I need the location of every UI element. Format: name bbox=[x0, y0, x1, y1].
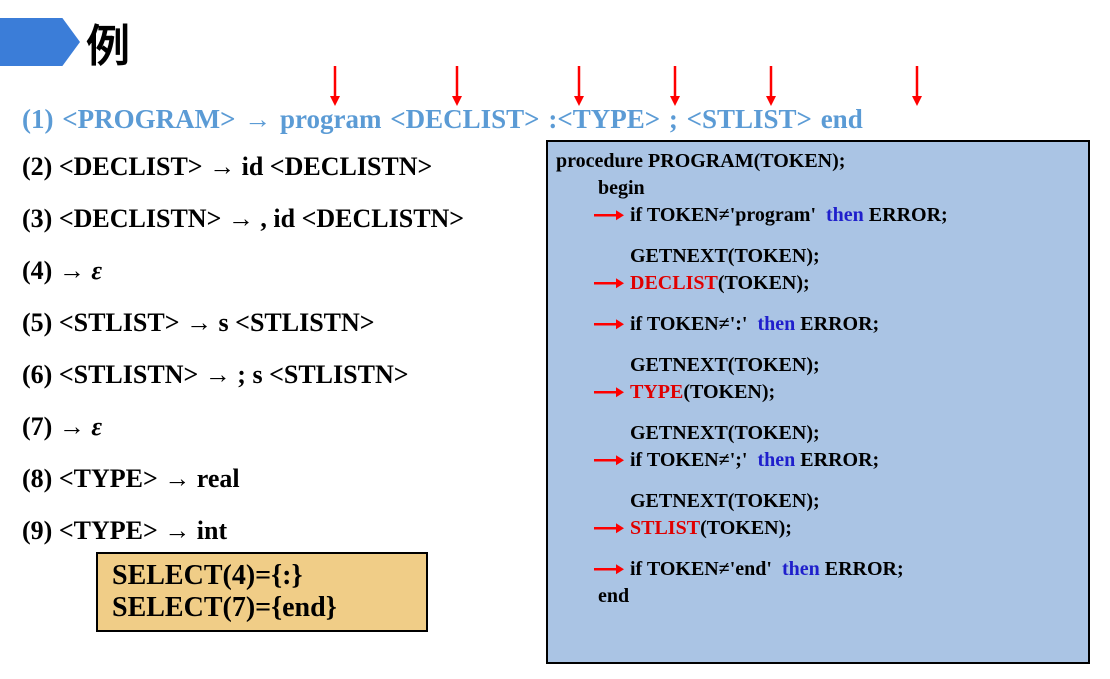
rule1-t1: program bbox=[280, 104, 390, 134]
code-l2: begin bbox=[556, 175, 1080, 202]
code-l3-then: then bbox=[826, 204, 864, 226]
rule-7: (7) → ε bbox=[22, 412, 464, 442]
rule-9: (9) <TYPE> → int bbox=[22, 516, 464, 546]
code-l1: procedure PROGRAM(TOKEN); bbox=[556, 148, 1080, 175]
grammar-rules: (2) <DECLIST> → id <DECLISTN> (3) <DECLI… bbox=[22, 152, 464, 568]
rule-4: (4) → ε bbox=[22, 256, 464, 286]
rule1-t2: : bbox=[548, 104, 557, 134]
code-l6: if TOKEN≠':' then ERROR; bbox=[556, 311, 1080, 338]
rule1-prefix: (1) bbox=[22, 104, 62, 134]
title-text: 例 bbox=[86, 10, 130, 74]
rule-8: (8) <TYPE> → real bbox=[22, 464, 464, 494]
code-l11: GETNEXT(TOKEN); bbox=[556, 488, 1080, 515]
down-arrow-icon bbox=[572, 66, 586, 106]
select-box: SELECT(4)={:} SELECT(7)={end} bbox=[96, 552, 428, 632]
rule1-nt2: <TYPE> bbox=[557, 104, 669, 134]
code-l13-b: ERROR; bbox=[820, 558, 904, 580]
code-l5-b: (TOKEN); bbox=[718, 272, 810, 294]
rule1-t3: ; bbox=[669, 104, 687, 134]
rule-7-text: (7) → ε bbox=[22, 412, 102, 441]
rule1-nt3: <STLIST> bbox=[687, 104, 821, 134]
select-line-2: SELECT(7)={end} bbox=[112, 592, 412, 624]
code-l9: GETNEXT(TOKEN); bbox=[556, 420, 1080, 447]
code-l12: STLIST(TOKEN); bbox=[556, 515, 1080, 542]
code-l13-then: then bbox=[782, 558, 820, 580]
arrow-icon bbox=[594, 317, 624, 331]
code-l14: end bbox=[556, 583, 1080, 610]
rule1-t4: end bbox=[821, 104, 863, 134]
arrow-icon bbox=[594, 208, 624, 222]
code-l7: GETNEXT(TOKEN); bbox=[556, 352, 1080, 379]
code-l12-a: STLIST bbox=[630, 517, 700, 539]
down-arrow-icon bbox=[328, 66, 342, 106]
down-arrow-icon bbox=[450, 66, 464, 106]
code-l6-a: if TOKEN≠':' bbox=[630, 313, 757, 335]
code-l4: GETNEXT(TOKEN); bbox=[556, 243, 1080, 270]
arrow-icon bbox=[594, 453, 624, 467]
arrow-icon bbox=[594, 385, 624, 399]
rule-3: (3) <DECLISTN> → , id <DECLISTN> bbox=[22, 204, 464, 234]
code-l10-then: then bbox=[757, 449, 795, 471]
code-l13: if TOKEN≠'end' then ERROR; bbox=[556, 556, 1080, 583]
code-l10-b: ERROR; bbox=[795, 449, 879, 471]
code-l6-b: ERROR; bbox=[795, 313, 879, 335]
down-arrow-icon bbox=[910, 66, 924, 106]
rule-5: (5) <STLIST> → s <STLISTN> bbox=[22, 308, 464, 338]
title-bar: 例 bbox=[0, 10, 130, 74]
arrow-icon bbox=[594, 521, 624, 535]
arrow-icon bbox=[594, 562, 624, 576]
code-l13-a: if TOKEN≠'end' bbox=[630, 558, 782, 580]
code-l6-then: then bbox=[757, 313, 795, 335]
code-box: procedure PROGRAM(TOKEN); begin if TOKEN… bbox=[546, 140, 1090, 664]
code-l12-b: (TOKEN); bbox=[700, 517, 792, 539]
code-l8-b: (TOKEN); bbox=[683, 381, 775, 403]
down-arrow-icon bbox=[668, 66, 682, 106]
arrow-icon bbox=[594, 276, 624, 290]
code-l3-b: ERROR; bbox=[864, 204, 948, 226]
rule1-nt1: <DECLIST> bbox=[390, 104, 548, 134]
code-l3: if TOKEN≠'program' then ERROR; bbox=[556, 202, 1080, 229]
rule1-lhs: <PROGRAM> bbox=[62, 104, 235, 134]
rule-2: (2) <DECLIST> → id <DECLISTN> bbox=[22, 152, 464, 182]
rule-4-text: (4) → ε bbox=[22, 256, 102, 285]
code-l3-a: if TOKEN≠'program' bbox=[630, 204, 826, 226]
rule1-arrow: → bbox=[235, 104, 280, 134]
code-l5: DECLIST(TOKEN); bbox=[556, 270, 1080, 297]
code-l8-a: TYPE bbox=[630, 381, 683, 403]
rule-1: (1) <PROGRAM> → program <DECLIST> :<TYPE… bbox=[22, 104, 1092, 135]
code-l5-a: DECLIST bbox=[630, 272, 718, 294]
title-arrow-shape bbox=[0, 18, 80, 66]
rule-6: (6) <STLISTN> → ; s <STLISTN> bbox=[22, 360, 464, 390]
code-l10-a: if TOKEN≠';' bbox=[630, 449, 757, 471]
down-arrow-icon bbox=[764, 66, 778, 106]
code-l8: TYPE(TOKEN); bbox=[556, 379, 1080, 406]
code-l10: if TOKEN≠';' then ERROR; bbox=[556, 447, 1080, 474]
select-line-1: SELECT(4)={:} bbox=[112, 560, 412, 592]
